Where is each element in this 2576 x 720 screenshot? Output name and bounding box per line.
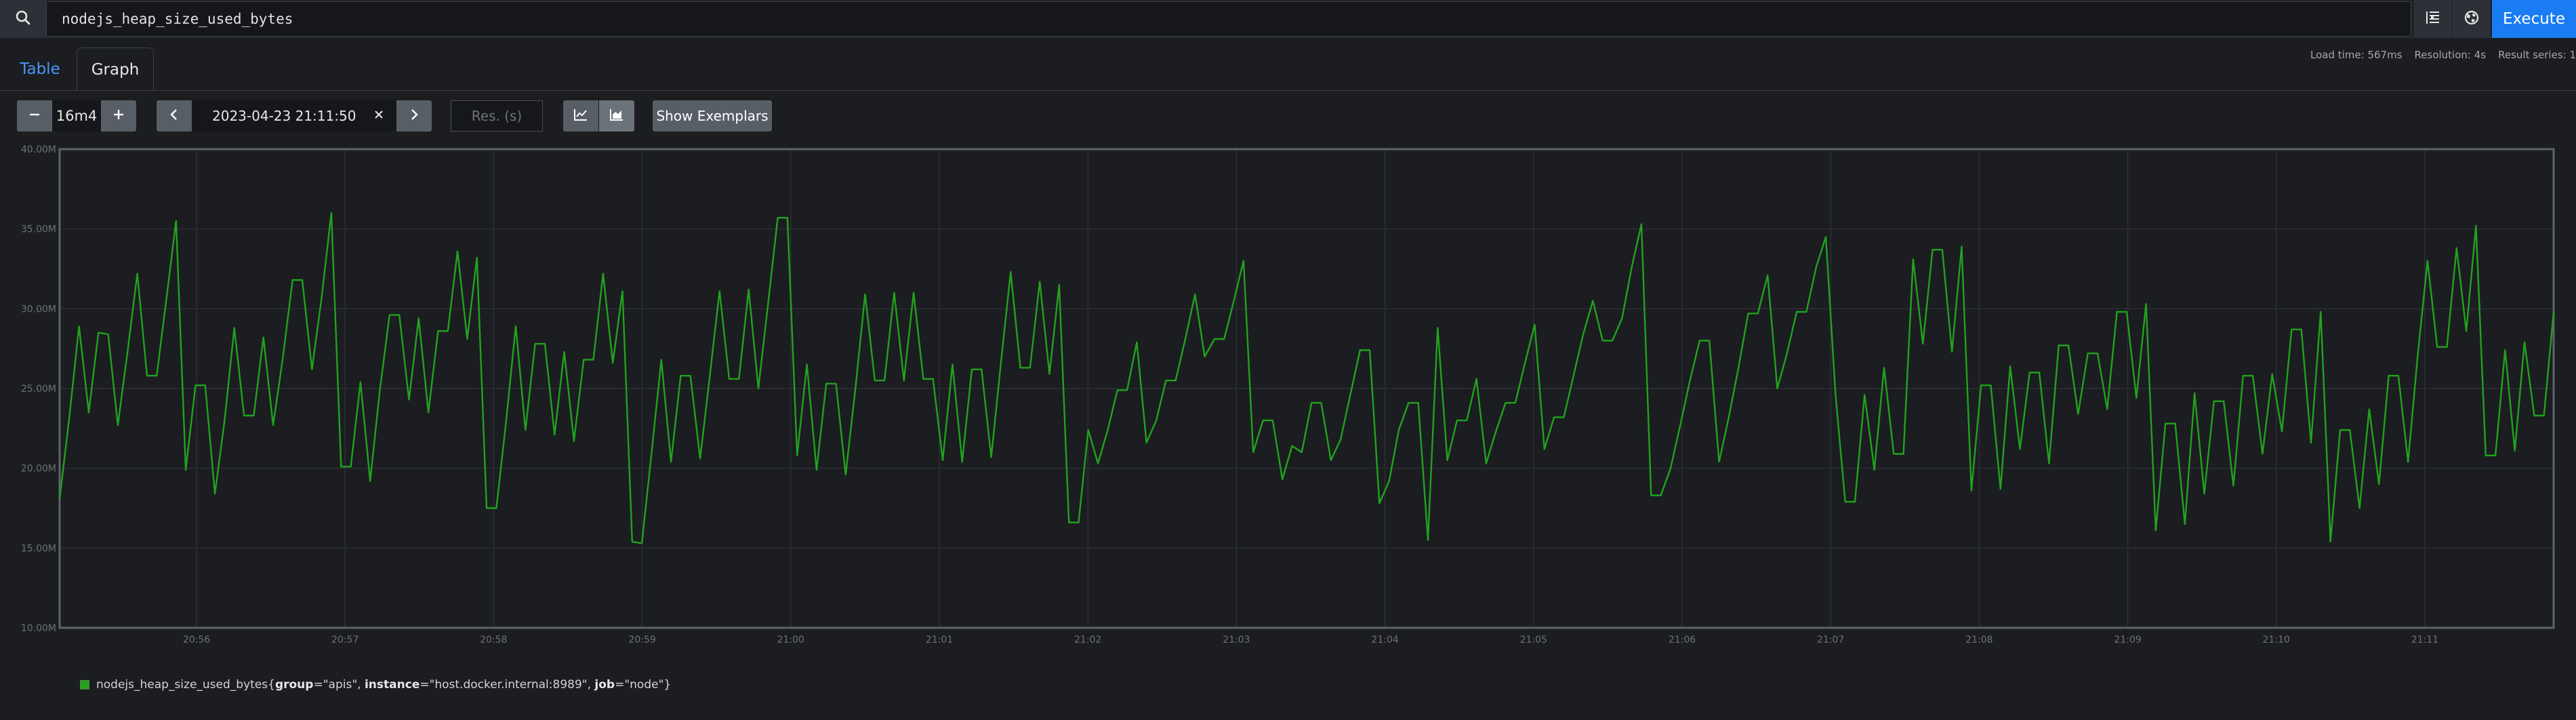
x-tick-label: 20:57: [331, 635, 359, 643]
legend-label-instance-value: ="host.docker.internal:8989",: [420, 678, 595, 692]
heap-usage-chart: 10.00M 15.00M 20.00M 25.00M 30.00M 35.00M 40.0…: [21, 144, 2555, 643]
search-button[interactable]: [0, 0, 46, 38]
next-time-button[interactable]: [396, 100, 432, 132]
resolution: Resolution: 4s: [2414, 49, 2487, 61]
x-tick-label: 21:00: [777, 635, 804, 643]
legend-label-group-key: group: [274, 678, 314, 692]
stacked-chart-button[interactable]: [599, 100, 634, 132]
plot-frame: [58, 148, 2555, 629]
x-tick-label: 21:06: [1669, 635, 1696, 643]
query-stats: Load time: 567ms Resolution: 4s Result s…: [2310, 49, 2576, 65]
metrics-explorer-icon: [2425, 10, 2441, 28]
line-chart-button[interactable]: [563, 100, 598, 132]
y-tick-label: 40.00M: [21, 144, 56, 155]
y-tick-label: 20.00M: [21, 464, 56, 475]
legend-label-group-value: ="apis",: [313, 678, 365, 692]
clear-end-time-button[interactable]: [367, 100, 391, 132]
expression-input[interactable]: nodejs_heap_size_used_bytes: [46, 1, 2411, 37]
x-tick-label: 20:56: [183, 635, 210, 643]
x-tick-label: 21:07: [1817, 635, 1844, 643]
chevron-right-icon: [409, 108, 420, 123]
chevron-left-icon: [169, 108, 180, 123]
execute-button[interactable]: Execute: [2492, 0, 2576, 38]
query-bar: nodejs_heap_size_used_bytes: [0, 0, 2576, 38]
x-tick-label: 21:02: [1074, 635, 1101, 643]
x-tick-label: 21:10: [2263, 635, 2290, 643]
legend-label-instance-key: instance: [364, 678, 420, 692]
plus-icon: [113, 108, 125, 123]
x-tick-label: 21:04: [1371, 635, 1398, 643]
increase-range-button[interactable]: [101, 100, 136, 132]
resolution-input[interactable]: Res. (s): [451, 100, 543, 132]
legend-metric: nodejs_heap_size_used_bytes{: [96, 678, 275, 692]
area-chart-icon: [609, 108, 624, 124]
range-input[interactable]: 16m4: [52, 100, 101, 132]
tab-table[interactable]: Table: [20, 60, 60, 78]
series-line: [58, 212, 2555, 544]
metrics-explorer-button[interactable]: [2414, 0, 2452, 38]
legend-label-job-value: ="node"}: [615, 678, 672, 692]
show-exemplars-button[interactable]: Show Exemplars: [653, 100, 772, 132]
search-icon: [15, 9, 31, 28]
previous-time-button[interactable]: [157, 100, 192, 132]
x-tick-label: 21:03: [1223, 635, 1250, 643]
x-tick-label: 21:05: [1520, 635, 1547, 643]
line-chart-icon: [573, 108, 588, 124]
close-icon: [373, 109, 384, 123]
y-tick-label: 35.00M: [21, 224, 56, 235]
legend[interactable]: nodejs_heap_size_used_bytes{ group ="api…: [80, 676, 671, 694]
y-tick-label: 10.00M: [21, 623, 56, 634]
x-tick-label: 21:09: [2114, 635, 2141, 643]
globe-icon: [2463, 9, 2480, 28]
x-tick-label: 20:59: [628, 635, 655, 643]
minus-icon: [28, 108, 41, 123]
y-tick-label: 15.00M: [21, 543, 56, 554]
x-tick-label: 21:11: [2411, 635, 2438, 643]
tabs-divider: [0, 90, 2576, 91]
x-tick-label: 21:08: [1965, 635, 1992, 643]
tab-graph[interactable]: Graph: [77, 47, 154, 91]
globe-button[interactable]: [2453, 0, 2491, 38]
x-tick-label: 21:01: [926, 635, 953, 643]
load-time: Load time: 567ms: [2310, 49, 2403, 61]
result-series: Result series: 1: [2498, 49, 2576, 61]
x-tick-label: 20:58: [480, 635, 507, 643]
end-time-input[interactable]: 2023-04-23 21:11:50: [192, 100, 396, 132]
y-tick-label: 25.00M: [21, 384, 56, 395]
legend-label-job-key: job: [594, 678, 615, 692]
decrease-range-button[interactable]: [17, 100, 52, 132]
legend-swatch: [80, 680, 89, 689]
y-tick-label: 30.00M: [21, 304, 56, 315]
